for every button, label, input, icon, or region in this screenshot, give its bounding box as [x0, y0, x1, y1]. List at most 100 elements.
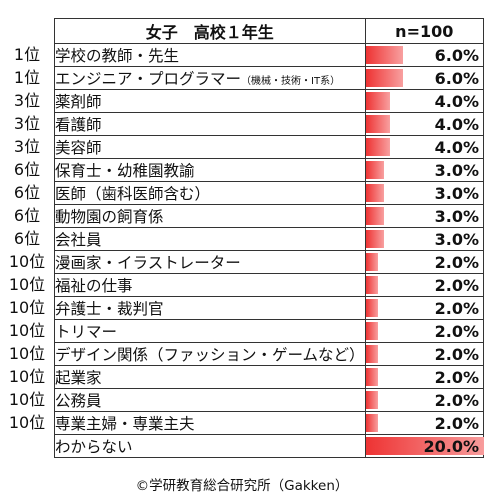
value-label: 3.0% — [434, 206, 479, 226]
table-row: 漫画家・イラストレーター 2.0% — [54, 250, 484, 274]
table-row: 起業家 2.0% — [54, 365, 484, 389]
value-bar — [365, 46, 403, 64]
occupation-label: 起業家 — [55, 369, 102, 387]
table-row: 動物園の飼育係 3.0% — [54, 204, 484, 228]
occupation-label: 学校の教師・先生 — [55, 47, 180, 65]
occupation-label: デザイン関係（ファッション・ゲームなど） — [55, 346, 365, 364]
occupation-label: 美容師 — [55, 139, 102, 157]
copyright-notice: ©学研教育総合研究所（Gakken） — [135, 478, 349, 494]
occupation-label: 保育士・幼稚園教諭 — [55, 162, 195, 180]
occupation-label: 会社員 — [55, 231, 102, 249]
rank-label: 10位 — [8, 413, 46, 432]
occupation-cell: 看護師 — [54, 112, 366, 136]
value-cell: 4.0% — [364, 112, 484, 136]
rank-label: 10位 — [8, 367, 46, 386]
value-bar — [365, 207, 384, 225]
occupation-label: 弁護士・裁判官 — [55, 300, 164, 318]
value-cell: 2.0% — [364, 411, 484, 435]
table-title: 女子 高校１年生 — [54, 18, 366, 44]
occupation-cell: 起業家 — [54, 365, 366, 389]
value-cell: 6.0% — [364, 66, 484, 90]
value-bar — [365, 345, 378, 363]
value-label: 2.0% — [434, 367, 479, 387]
value-label: 20.0% — [423, 436, 479, 456]
table-row: 看護師 4.0% — [54, 112, 484, 136]
value-bar — [365, 276, 378, 294]
table-row: わからない 20.0% — [54, 434, 484, 458]
occupation-cell: 学校の教師・先生 — [54, 43, 366, 67]
rank-label: 1位 — [13, 45, 41, 64]
value-bar — [365, 368, 378, 386]
occupation-cell: 専業主婦・専業主夫 — [54, 411, 366, 435]
occupation-cell: 漫画家・イラストレーター — [54, 250, 366, 274]
value-label: 2.0% — [434, 413, 479, 433]
value-cell: 3.0% — [364, 158, 484, 182]
value-cell: 2.0% — [364, 319, 484, 343]
occupation-cell: 薬剤師 — [54, 89, 366, 113]
occupation-label: トリマー — [55, 323, 118, 341]
value-bar — [365, 138, 390, 156]
value-cell: 2.0% — [364, 273, 484, 297]
occupation-cell: 公務員 — [54, 388, 366, 412]
value-label: 6.0% — [434, 45, 479, 65]
value-bar — [365, 161, 384, 179]
value-bar — [365, 414, 378, 432]
table-row: 学校の教師・先生 6.0% — [54, 43, 484, 67]
rank-label: 10位 — [8, 275, 46, 294]
table-body: 学校の教師・先生 6.0% エンジニア・プログラマー（機械・技術・IT系） 6.0% 薬… — [54, 43, 484, 458]
rank-label: 6位 — [13, 183, 41, 202]
value-label: 3.0% — [434, 229, 479, 249]
table-row: 公務員 2.0% — [54, 388, 484, 412]
table-row: トリマー 2.0% — [54, 319, 484, 343]
value-bar — [365, 253, 378, 271]
value-bar — [365, 437, 484, 455]
occupation-label: 公務員 — [55, 392, 102, 410]
table-row: 弁護士・裁判官 2.0% — [54, 296, 484, 320]
table-row: 専業主婦・専業主夫 2.0% — [54, 411, 484, 435]
value-label: 2.0% — [434, 298, 479, 318]
occupation-cell: 保育士・幼稚園教諭 — [54, 158, 366, 182]
value-bar — [365, 184, 384, 202]
value-cell: 4.0% — [364, 89, 484, 113]
value-label: 4.0% — [434, 137, 479, 157]
value-bar — [365, 299, 378, 317]
occupation-label: 動物園の飼育係 — [55, 208, 164, 226]
table-row: 会社員 3.0% — [54, 227, 484, 251]
value-cell: 2.0% — [364, 342, 484, 366]
value-cell: 2.0% — [364, 296, 484, 320]
table-row: 福祉の仕事 2.0% — [54, 273, 484, 297]
value-label: 2.0% — [434, 252, 479, 272]
occupation-label: わからない — [55, 438, 133, 456]
occupation-label: 薬剤師 — [55, 93, 102, 111]
value-label: 4.0% — [434, 91, 479, 111]
value-cell: 3.0% — [364, 181, 484, 205]
value-cell: 6.0% — [364, 43, 484, 67]
value-label: 4.0% — [434, 114, 479, 134]
table-row: 保育士・幼稚園教諭 3.0% — [54, 158, 484, 182]
rank-label: 6位 — [13, 206, 41, 225]
occupation-label: 漫画家・イラストレーター — [55, 254, 241, 272]
table-row: 医師（歯科医師含む） 3.0% — [54, 181, 484, 205]
table-row: デザイン関係（ファッション・ゲームなど） 2.0% — [54, 342, 484, 366]
value-bar — [365, 115, 390, 133]
value-label: 3.0% — [434, 160, 479, 180]
rank-label: 1位 — [13, 68, 41, 87]
value-label: 3.0% — [434, 183, 479, 203]
value-label: 2.0% — [434, 344, 479, 364]
occupation-label: 看護師 — [55, 116, 102, 134]
value-cell: 2.0% — [364, 388, 484, 412]
occupation-label: 専業主婦・専業主夫 — [55, 415, 195, 433]
value-label: 2.0% — [434, 390, 479, 410]
rank-column: 1位 1位 3位 3位 3位 6位 6位 6位 6位 10位 10位 10位 10位 10位 10位 10位 1… — [0, 43, 54, 457]
rank-label: 10位 — [8, 252, 46, 271]
value-cell: 2.0% — [364, 365, 484, 389]
value-cell: 4.0% — [364, 135, 484, 159]
sample-size: n=100 — [364, 18, 484, 44]
ranking-table: 女子 高校１年生 n=100 学校の教師・先生 6.0% エンジニア・プログラマー（… — [54, 18, 484, 458]
rank-label: 3位 — [13, 137, 41, 156]
value-bar — [365, 322, 378, 340]
value-bar — [365, 92, 390, 110]
rank-label: 10位 — [8, 321, 46, 340]
occupation-cell: エンジニア・プログラマー（機械・技術・IT系） — [54, 66, 366, 90]
occupation-label: エンジニア・プログラマー — [55, 70, 242, 88]
